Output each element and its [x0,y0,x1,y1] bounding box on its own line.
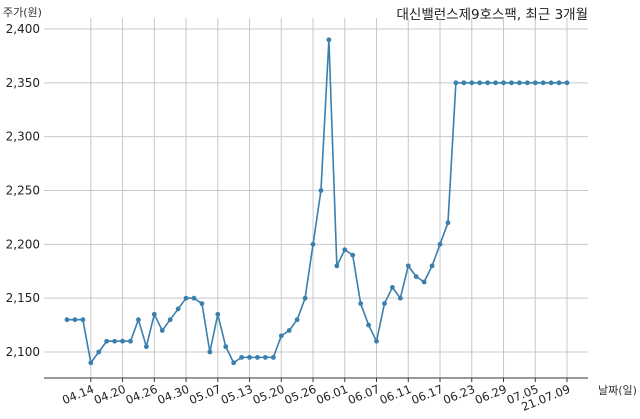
price-point [294,317,300,323]
price-point [326,37,332,43]
price-point [564,80,570,86]
x-tick-label: 06.23 [441,382,477,407]
price-point [207,349,213,355]
x-tick-label: 04.30 [155,382,191,407]
price-point [421,279,427,285]
price-point [485,80,491,86]
price-point [136,317,141,323]
price-point [509,80,514,86]
price-point [167,317,173,323]
x-tick-label: 05.20 [251,382,287,407]
price-point [310,241,316,247]
price-point [191,295,197,301]
x-tick-label: 05.26 [282,382,318,407]
price-point [342,247,348,253]
price-point [437,241,443,247]
price-point [263,354,268,360]
price-point [405,263,411,269]
y-tick-label: 2,400 [6,22,40,36]
price-point [255,354,260,360]
x-axis-unit-label: 날짜(일) [598,384,637,397]
y-tick-label: 2,100 [6,345,40,359]
y-axis-unit-label: 주가(원) [3,6,42,19]
price-point [183,295,189,301]
price-point [64,317,70,323]
price-point [366,322,371,328]
price-point [104,338,110,344]
price-point [397,295,403,301]
price-point [72,317,78,323]
price-point [199,301,205,306]
y-tick-label: 2,250 [6,184,40,198]
price-point [453,80,459,86]
price-point [96,349,102,355]
price-point [223,344,229,350]
price-point [532,80,538,86]
price-point [382,301,387,306]
price-point [80,317,86,323]
x-tick-label: 06.01 [314,382,350,407]
price-point [334,263,340,269]
y-tick-label: 2,150 [6,291,40,305]
price-point [548,80,554,86]
price-point [389,285,395,290]
price-point [112,338,118,344]
x-tick-label: 06.07 [346,382,382,407]
price-point [286,328,292,333]
price-point [445,220,451,226]
price-point [501,80,506,86]
price-point [231,360,237,366]
x-tick-label: 06.11 [378,382,414,407]
price-series-line [67,38,567,364]
price-point [247,354,252,360]
price-point [302,295,308,301]
price-point [88,360,94,366]
price-point [516,80,522,86]
x-tick-label: 04.26 [124,382,160,407]
price-point [540,80,546,86]
price-point [278,333,284,339]
x-tick-label: 06.17 [409,382,445,407]
price-point [350,252,356,258]
price-point [413,274,419,280]
price-point [215,311,221,317]
price-point [374,338,379,344]
price-point [429,263,435,269]
x-tick-label: 05.13 [219,382,255,407]
price-point [239,354,245,360]
price-point [358,301,364,306]
price-point [493,80,498,86]
y-tick-label: 2,200 [6,237,40,251]
price-point [524,80,530,86]
y-tick-label: 2,300 [6,130,40,144]
price-point [120,338,125,344]
price-point [151,311,157,317]
price-point [318,188,324,193]
price-point [477,80,483,86]
chart-title: 대신밸런스제9호스팩, 최근 3개월 [396,7,588,23]
price-point [128,338,133,344]
price-point [175,306,181,312]
x-tick-label: 04.20 [92,382,128,407]
y-tick-label: 2,350 [6,76,40,90]
price-point [556,80,562,86]
price-point [469,80,475,86]
x-tick-label: 05.07 [187,382,223,407]
price-point [270,354,276,360]
price-point [159,328,165,333]
price-point [461,80,467,86]
x-tick-label: 06.29 [473,382,509,407]
x-tick-label: 04.14 [60,382,96,407]
price-point [143,344,149,350]
